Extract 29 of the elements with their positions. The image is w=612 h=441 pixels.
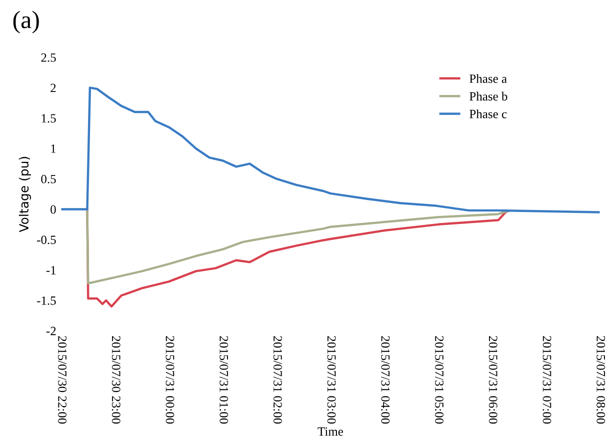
x-tick-label: 2015/07/30 22:00 (58, 336, 67, 424)
y-tick-label: 1 (51, 144, 56, 153)
y-tick-label: 0.5 (41, 174, 56, 184)
line-series (86, 208, 510, 284)
y-tick-label: 1.5 (42, 114, 56, 123)
x-tick-label: 2015/07/31 00:00 (166, 336, 174, 424)
legend-label: Phase c (470, 109, 507, 118)
y-tick-label: 0 (50, 205, 56, 214)
x-tick-label: 2015/07/31 07:00 (542, 336, 552, 424)
line-series (61, 86, 600, 214)
x-tick-label: 2015/07/31 06:00 (488, 336, 498, 424)
x-axis-title: Time (318, 427, 344, 436)
chart-title: (a) (13, 10, 39, 34)
legend-label: Phase b (470, 92, 508, 101)
x-tick-label: 2015/07/31 03:00 (327, 336, 336, 424)
y-tick-label: 2.5 (41, 53, 56, 62)
y-tick-label: -0.5 (37, 236, 56, 244)
x-tick-label: 2015/07/31 01:00 (220, 336, 228, 424)
y-tick-label: -2 (46, 326, 56, 336)
y-tick-label: -1 (46, 266, 56, 274)
x-tick-label: 2015/07/31 04:00 (381, 336, 390, 424)
x-tick-label: 2015/07/30 23:00 (112, 336, 120, 424)
y-tick-label: 2 (50, 84, 56, 92)
x-tick-label: 2015/07/31 02:00 (273, 336, 282, 424)
legend-label: Phase a (470, 74, 507, 83)
y-tick-label: -1.5 (37, 296, 56, 305)
x-tick-label: 2015/07/31 05:00 (435, 336, 444, 424)
x-tick-label: 2015/07/31 08:00 (596, 336, 606, 424)
y-axis-title: Voltage (pu) (18, 156, 31, 232)
